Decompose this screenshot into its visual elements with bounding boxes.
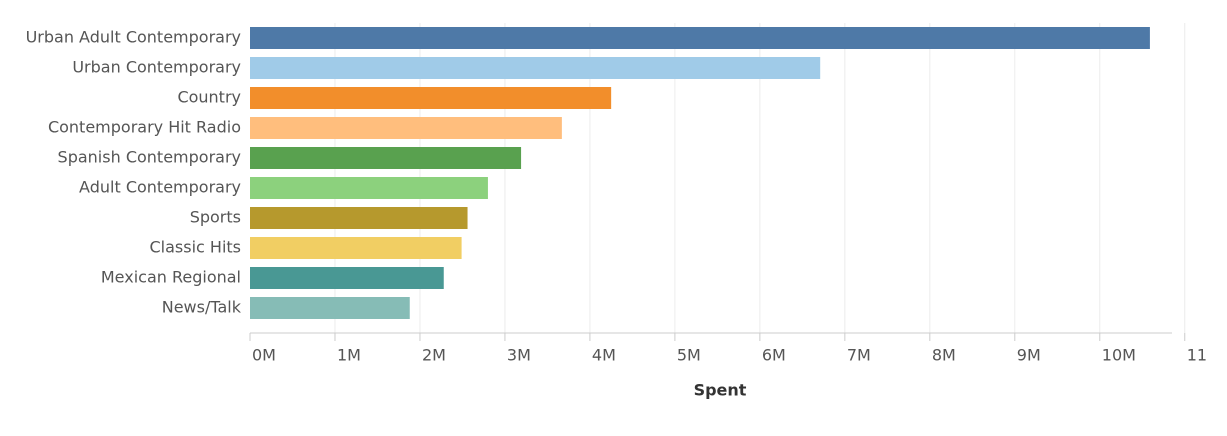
bar: [250, 237, 462, 259]
y-tick-label: Urban Contemporary: [72, 58, 241, 77]
x-tick-label: 9M: [1017, 346, 1041, 365]
y-tick-label: Contemporary Hit Radio: [48, 118, 241, 137]
bar: [250, 27, 1150, 49]
bar: [250, 147, 522, 169]
bar: [250, 297, 410, 319]
y-tick-label: Urban Adult Contemporary: [26, 28, 241, 47]
bar: [250, 87, 612, 109]
x-tick-label: 0M: [252, 346, 276, 365]
x-tick-label: 2M: [422, 346, 446, 365]
x-tick-label: 1M: [337, 346, 361, 365]
y-tick-label: Mexican Regional: [101, 268, 241, 287]
bar: [250, 207, 468, 229]
y-tick-label: Adult Contemporary: [79, 178, 241, 197]
bar: [250, 57, 821, 79]
x-tick-label: 11: [1187, 346, 1207, 365]
y-tick-label: News/Talk: [162, 298, 242, 317]
y-tick-label: Spanish Contemporary: [58, 148, 241, 167]
x-tick-label: 10M: [1102, 346, 1136, 365]
bar: [250, 117, 562, 139]
x-tick-label: 4M: [592, 346, 616, 365]
x-tick-label: 7M: [847, 346, 871, 365]
x-tick-label: 8M: [932, 346, 956, 365]
y-tick-label: Sports: [190, 208, 241, 227]
y-tick-label: Country: [177, 88, 241, 107]
x-tick-label: 6M: [762, 346, 786, 365]
x-tick-label: 3M: [507, 346, 531, 365]
x-axis-title: Spent: [694, 381, 747, 400]
bar: [250, 267, 444, 289]
bar: [250, 177, 488, 199]
x-tick-label: 5M: [677, 346, 701, 365]
y-tick-label: Classic Hits: [149, 238, 241, 257]
